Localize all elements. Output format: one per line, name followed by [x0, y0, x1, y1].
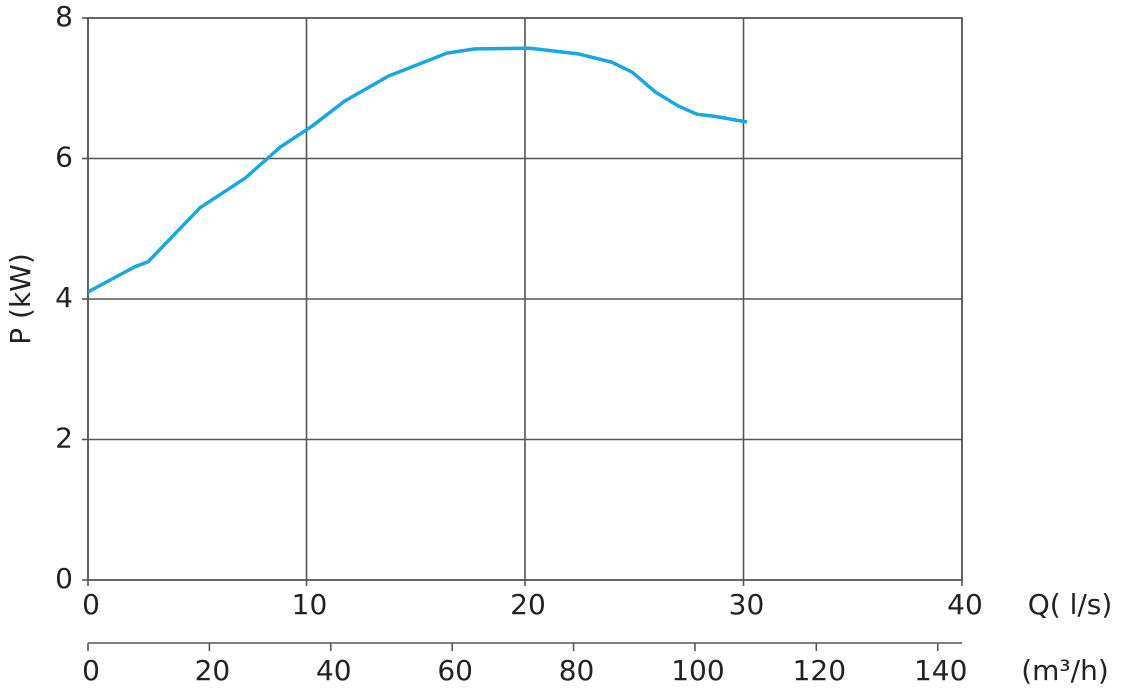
y-tick-label: 6	[55, 141, 73, 174]
x2-tick-label: 100	[671, 654, 724, 687]
x-tick-label: 0	[82, 588, 100, 621]
x-tick-label: 20	[510, 588, 546, 621]
x-tick-label: 30	[729, 588, 765, 621]
x-tick-label: 10	[292, 588, 328, 621]
x-tick-label: 40	[947, 588, 983, 621]
data-line	[87, 46, 748, 294]
x2-axis-label: (m³/h)	[1021, 654, 1109, 687]
x-axis-label: Q( l/s)	[1028, 588, 1113, 621]
x2-tick-label: 40	[316, 654, 352, 687]
y-tick-label: 0	[55, 562, 73, 595]
x2-tick-label: 120	[793, 654, 846, 687]
y-axis-label: P (kW)	[4, 253, 37, 345]
x2-tick-label: 20	[195, 654, 231, 687]
y-tick-label: 4	[55, 281, 73, 314]
x2-tick-label: 80	[559, 654, 595, 687]
x2-tick-label: 0	[82, 654, 100, 687]
y-tick-label: 8	[55, 0, 73, 33]
y-tick-label: 2	[55, 422, 73, 455]
x2-tick-label: 60	[437, 654, 473, 687]
x2-tick-label: 140	[914, 654, 967, 687]
